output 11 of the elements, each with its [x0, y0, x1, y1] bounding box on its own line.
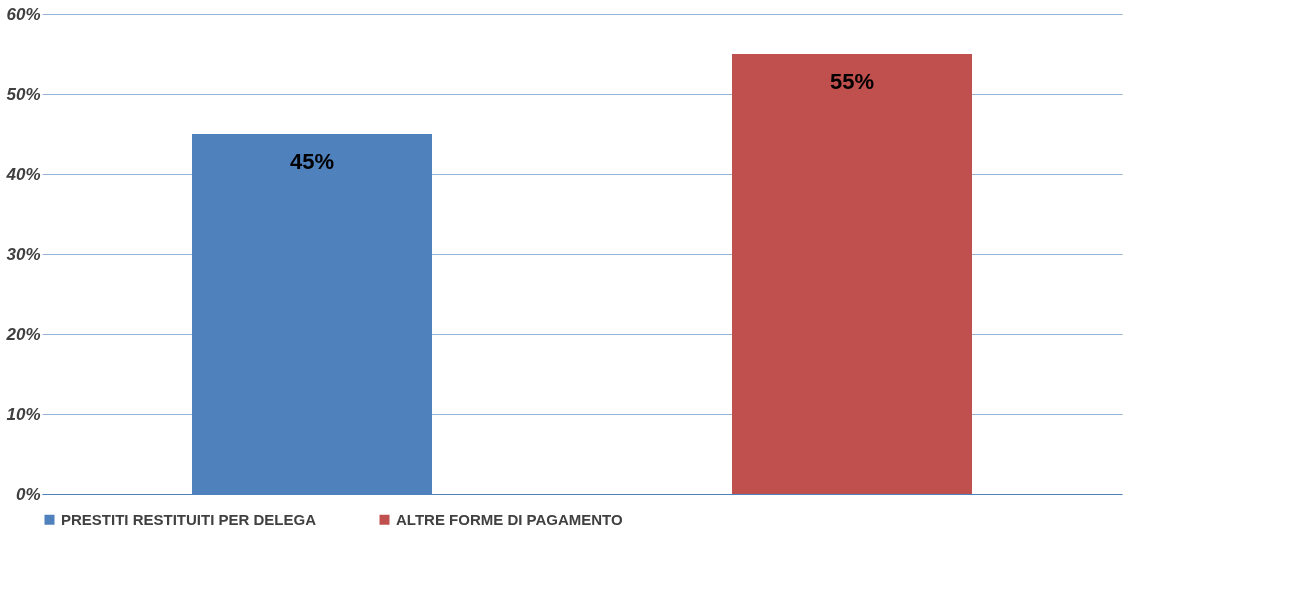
y-tick-label: 30%	[6, 244, 41, 264]
y-tick-label: 0%	[15, 484, 41, 504]
legend-label: ALTRE FORME DI PAGAMENTO	[396, 510, 623, 528]
text: 45%	[289, 149, 335, 174]
legend-label: PRESTITI RESTITUITI PER DELEGA	[61, 510, 317, 528]
text: 55%	[829, 69, 875, 94]
y-tick-label: 20%	[5, 324, 41, 344]
y-tick-label: 50%	[6, 84, 41, 104]
y-tick-label: 60%	[6, 4, 41, 24]
y-tick-label: 10%	[6, 404, 41, 424]
y-tick-label: 40%	[5, 164, 41, 184]
